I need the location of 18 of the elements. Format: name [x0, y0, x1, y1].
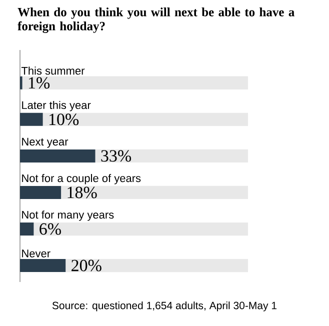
data-label: 10%	[49, 114, 79, 126]
data-label: 33%	[101, 150, 132, 162]
bar	[20, 259, 66, 272]
chart-title: When do you think you will next be able to have a foreign holiday?	[18, 8, 294, 33]
y-tick-label: Never	[22, 250, 50, 258]
data-label: 6%	[40, 223, 61, 235]
data-label: 18%	[68, 186, 97, 198]
bar	[20, 222, 34, 236]
y-tick-label: This summer	[21, 66, 85, 75]
data-label: 1%	[28, 77, 50, 89]
y-tick-label: Not for many years	[22, 210, 114, 221]
y-tick-label: Later this year	[22, 100, 91, 112]
bar	[20, 112, 43, 126]
source-note: Source: questioned 1,654 adults, April 30-May 1	[52, 302, 276, 312]
bar	[20, 186, 62, 199]
y-tick-label: Next year	[22, 138, 68, 148]
y-tick-label: Not for a couple of years	[22, 174, 141, 184]
data-label: 20%	[72, 260, 102, 272]
